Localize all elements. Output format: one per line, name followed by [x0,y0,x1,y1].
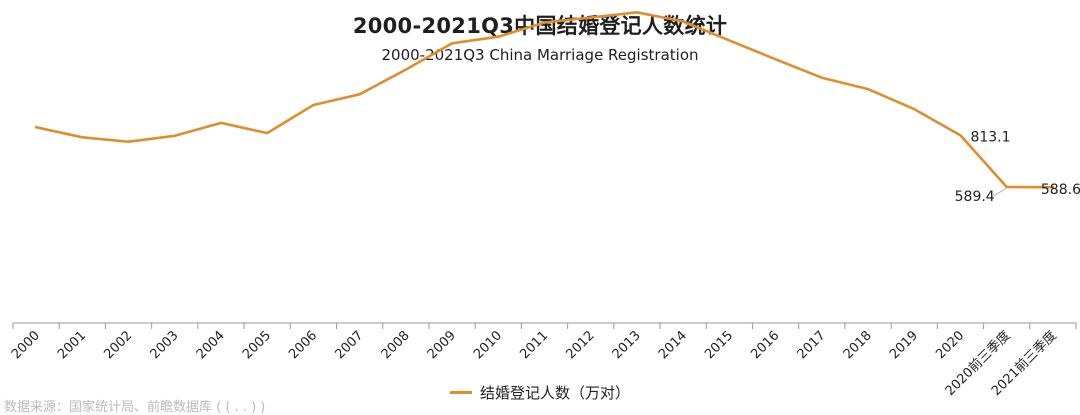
data-label-leader [993,187,1007,197]
legend: 结婚登记人数（万对） [0,382,1080,403]
x-tick-label: 2004 [194,328,228,362]
series-line-marriage-registration [34,11,1055,189]
data-point [727,38,731,42]
data-point [311,103,315,107]
data-point [774,57,778,61]
x-tick-label: 2011 [517,328,551,362]
x-tick-label: 2005 [240,328,274,362]
x-tick-label: 2001 [55,328,89,362]
x-tick-label: 2019 [887,328,921,362]
x-tick-label: 2014 [656,328,690,362]
x-tick-label: 2006 [286,328,320,362]
data-point [543,21,547,25]
data-point [34,125,38,129]
data-label: 588.6 [1041,182,1080,198]
x-tick-label: 2015 [702,328,736,362]
legend-swatch [449,391,472,394]
data-point [912,107,916,111]
x-tick-label: 2010 [471,328,505,362]
data-point [80,135,84,139]
data-point [496,35,500,39]
data-point [404,68,408,72]
data-point [589,16,593,20]
data-point [173,134,177,138]
line-chart: 2000 2001 2002 2003 2004 2005 2006 2007 2008 2009… [9,10,1080,399]
data-label: 813.1 [970,129,1010,145]
x-tick-label: 2018 [841,328,875,362]
x-tick-label: 2007 [332,328,366,362]
x-tick-label: 2013 [610,328,644,362]
data-point [127,140,131,144]
data-point [450,41,454,45]
data-point [958,133,962,137]
data-point [681,20,685,24]
x-tick-label: 2012 [564,328,598,362]
x-tick-label: 2002 [101,328,135,362]
chart-subtitle: 2000-2021Q3 China Marriage Registration [381,46,699,64]
data-point [635,10,639,14]
data-point [265,131,269,135]
data-point [219,121,223,125]
data-point [358,92,362,96]
x-tick-label: 2008 [379,328,413,362]
legend-label: 结婚登记人数（万对） [479,384,630,402]
x-tick-label: 2017 [795,328,829,362]
x-tick-label: 2009 [425,328,459,362]
data-label: 589.4 [955,189,995,205]
x-tick-label: 2003 [148,328,182,362]
data-point [866,87,870,91]
x-tick-label: 2020 [933,328,967,362]
x-tick-label: 2016 [748,328,782,362]
x-tick-label: 2000 [9,328,43,362]
data-point [820,76,824,80]
